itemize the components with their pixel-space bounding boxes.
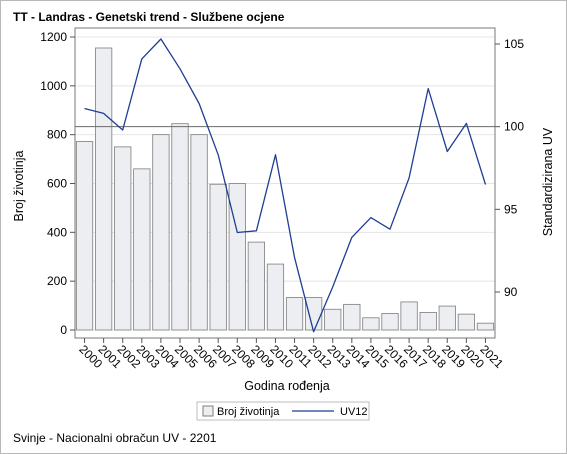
bar (476, 322, 495, 331)
left-y-ticks: 0 200 400 600 800 1000 1200 (40, 30, 75, 337)
line-series (84, 38, 487, 333)
right-tick-label: 90 (504, 285, 518, 299)
bar (133, 168, 151, 331)
right-y-axis-label: Standardizirana UV (541, 127, 555, 236)
bar (438, 305, 456, 331)
bar (114, 146, 132, 331)
x-ticks: 2000200120022003200420052006200720082009… (76, 338, 506, 371)
left-tick-label: 1000 (40, 79, 67, 93)
bar (152, 134, 170, 331)
bar (343, 303, 361, 331)
bar (324, 308, 342, 331)
left-tick-label: 1200 (40, 30, 67, 44)
bar-series (75, 47, 495, 331)
bar (266, 263, 285, 331)
right-tick-label: 100 (504, 120, 524, 134)
left-tick-label: 200 (47, 274, 67, 288)
left-tick-label: 800 (47, 128, 67, 142)
bar (457, 313, 475, 331)
chart-title: TT - Landras - Genetski trend - Službene… (13, 10, 285, 24)
legend: Broj životinja UV12 (196, 401, 370, 421)
bar (362, 317, 380, 331)
bar (285, 297, 304, 331)
left-y-axis-label: Broj životinja (12, 151, 26, 222)
x-axis-label: Godina rođenja (244, 379, 330, 393)
bar (419, 312, 437, 331)
bar (171, 123, 189, 331)
bar (228, 183, 246, 331)
legend-line-label: UV12 (340, 406, 368, 418)
footnote: Svinje - Nacionalni obračun UV - 2201 (13, 431, 217, 445)
bar (400, 301, 418, 331)
legend-bar-label: Broj životinja (217, 406, 280, 418)
legend-box (196, 401, 370, 421)
bar (95, 47, 113, 331)
bar (190, 134, 208, 331)
right-tick-label: 95 (504, 202, 518, 216)
left-tick-label: 400 (47, 225, 67, 239)
legend-bar-swatch (202, 405, 214, 417)
bar (305, 297, 323, 331)
bar (381, 312, 399, 331)
left-tick-label: 0 (60, 323, 67, 337)
uv12-line (84, 38, 487, 333)
bar (247, 241, 265, 331)
right-y-ticks: 90 95 100 105 (495, 37, 524, 299)
right-tick-label: 105 (504, 37, 524, 51)
bar (209, 183, 227, 331)
bar (75, 141, 94, 331)
left-tick-label: 600 (47, 177, 67, 191)
